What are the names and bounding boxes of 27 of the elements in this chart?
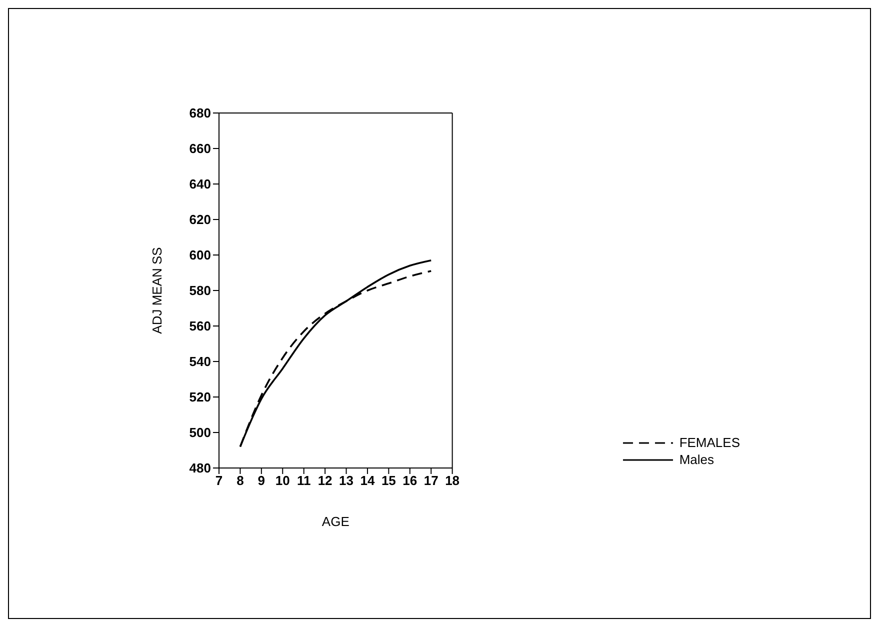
y-tick-label: 620	[189, 212, 211, 228]
y-tick-label: 640	[189, 176, 211, 192]
x-tick-label: 15	[381, 473, 396, 488]
x-tick-label: 9	[258, 473, 266, 488]
x-tick-label: 17	[424, 473, 438, 488]
x-axis-title: AGE	[322, 514, 350, 529]
x-tick-label: 10	[275, 473, 290, 488]
x-tick-label: 16	[402, 473, 418, 488]
x-tick-label: 13	[339, 473, 354, 488]
x-tick-label: 18	[445, 473, 460, 488]
x-tick-label: 11	[296, 473, 311, 488]
y-tick-label: 660	[189, 141, 211, 156]
legend-label: Males	[679, 452, 714, 467]
y-axis-title: ADJ MEAN SS	[150, 246, 165, 334]
y-tick-label: 580	[189, 283, 211, 298]
y-tick-label: 520	[189, 390, 211, 405]
y-tick-label: 480	[189, 460, 211, 476]
y-tick-label: 500	[189, 425, 211, 440]
y-tick-label: 680	[189, 106, 211, 121]
x-tick-label: 12	[318, 473, 332, 488]
y-tick-label: 600	[189, 248, 211, 263]
x-tick-label: 14	[360, 473, 376, 488]
legend-label: FEMALES	[679, 435, 740, 450]
y-tick-label: 560	[189, 318, 211, 334]
x-tick-label: 7	[215, 473, 223, 488]
y-tick-label: 540	[189, 354, 211, 370]
x-tick-label: 8	[236, 473, 244, 488]
